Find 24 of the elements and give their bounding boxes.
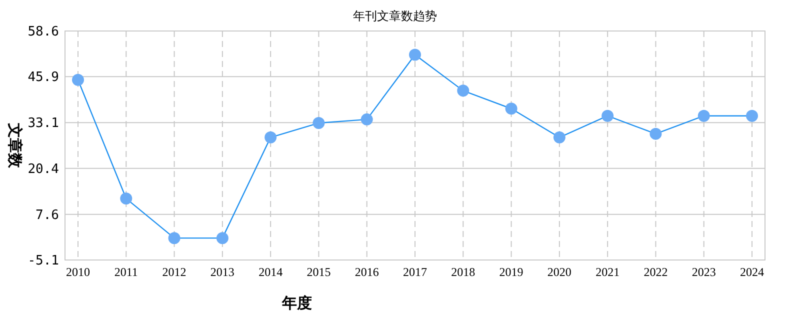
- x-axis-title: 年度: [281, 294, 312, 312]
- x-tick-label: 2018: [451, 265, 476, 279]
- x-tick-label: 2024: [740, 265, 764, 279]
- x-tick-label: 2017: [403, 265, 427, 279]
- x-tick-label: 2012: [162, 265, 186, 279]
- x-tick-label: 2010: [66, 265, 90, 279]
- x-tick-label: 2023: [692, 265, 716, 279]
- x-tick-label: 2020: [547, 265, 572, 279]
- x-tick-label: 2021: [596, 265, 620, 279]
- x-tick-label: 2019: [499, 265, 524, 279]
- x-tick-label: 2015: [306, 265, 331, 279]
- x-tick-label: 2011: [114, 265, 138, 279]
- y-tick-label: -5.1: [28, 254, 59, 269]
- y-tick-label: 33.1: [28, 116, 59, 132]
- chart-title: 年刊文章数趋势: [353, 9, 437, 23]
- x-tick-label: 2013: [210, 265, 234, 279]
- y-tick-label: 45.9: [28, 70, 59, 86]
- x-tick-label: 2014: [258, 265, 283, 279]
- y-tick-label: 58.6: [28, 24, 59, 40]
- y-tick-label: 20.4: [28, 162, 60, 177]
- x-tick-label: 2022: [644, 265, 668, 279]
- y-axis-title: 文章数: [6, 122, 24, 169]
- x-tick-label: 2016: [354, 265, 379, 279]
- y-tick-label: 7.6: [36, 208, 59, 223]
